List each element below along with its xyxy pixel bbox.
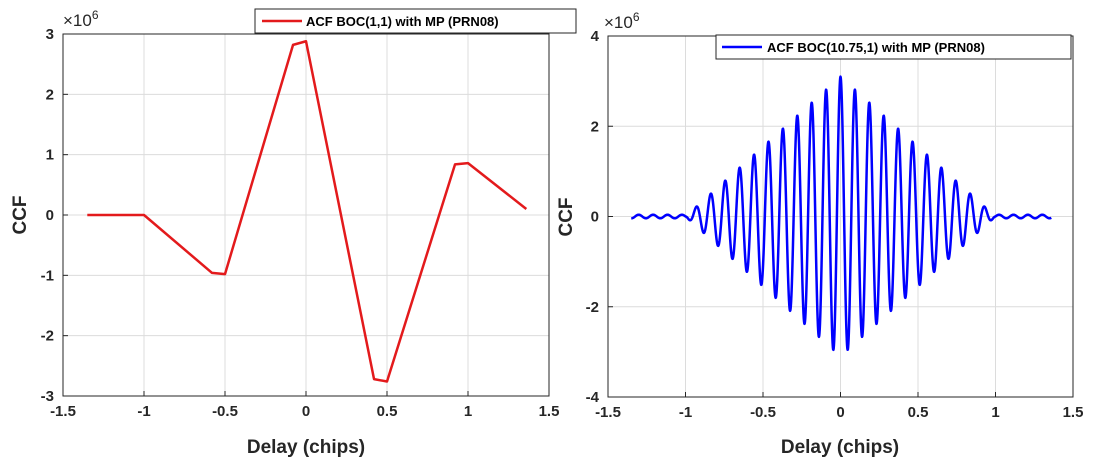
legend-label: ACF BOC(10.75,1) with MP (PRN08): [767, 40, 985, 55]
x-tick-label: 0: [836, 404, 844, 421]
series-line: [87, 39, 528, 383]
y-exponent-power: 6: [633, 10, 640, 24]
y-tick-label: -2: [41, 328, 54, 345]
x-ticks: -1.5 -1 -0.5 0 0.5 1 1.5: [595, 392, 1083, 421]
y-tick-label: -1: [41, 267, 54, 284]
x-tick-label: -0.5: [212, 403, 238, 420]
chart-left: -1.5 -1 -0.5 0 0.5 1 1.5 -3 -2 -1 0 1 2 3 Delay (chi…: [10, 8, 577, 458]
y-tick-label: 3: [46, 26, 54, 43]
x-tick-label: 1: [464, 403, 472, 420]
x-axis-label: Delay (chips): [781, 437, 899, 458]
legend: ACF BOC(10.75,1) with MP (PRN08): [715, 34, 1072, 60]
y-exponent-base: ×10: [604, 13, 633, 32]
legend-box: [254, 8, 577, 34]
x-tick-label: -1.5: [50, 403, 76, 420]
x-tick-label: -0.5: [750, 404, 776, 421]
x-tick-label: 1.5: [539, 403, 560, 420]
y-exponent: ×106: [63, 8, 99, 30]
x-tick-label: 0.5: [908, 404, 929, 421]
series-line: [630, 75, 1053, 352]
y-ticks: -3 -2 -1 0 1 2 3: [41, 26, 68, 405]
x-tick-label: 1: [991, 404, 999, 421]
x-tick-label: -1: [679, 404, 692, 421]
chart-right: -1.5 -1 -0.5 0 0.5 1 1.5 -4 -2 0 2 4 Delay (chips)…: [556, 10, 1083, 458]
y-exponent: ×106: [604, 10, 640, 32]
x-tick-label: 0.5: [377, 403, 398, 420]
y-exponent-power: 6: [92, 8, 99, 22]
legend: ACF BOC(1,1) with MP (PRN08): [254, 8, 577, 34]
y-tick-label: -2: [586, 299, 599, 316]
y-tick-label: 2: [46, 86, 54, 103]
y-tick-label: 1: [46, 147, 54, 164]
x-tick-label: -1.5: [595, 404, 621, 421]
x-axis-label: Delay (chips): [247, 437, 365, 458]
legend-box: [715, 34, 1072, 60]
y-tick-label: 0: [46, 207, 54, 224]
y-tick-label: 4: [591, 28, 600, 45]
y-axis-label: CCF: [10, 195, 31, 234]
x-tick-label: 0: [302, 403, 310, 420]
y-tick-label: 0: [591, 209, 599, 226]
x-tick-label: -1: [137, 403, 150, 420]
y-tick-label: 2: [591, 118, 599, 135]
y-exponent-base: ×10: [63, 11, 92, 30]
x-tick-label: 1.5: [1063, 404, 1084, 421]
y-tick-label: -4: [586, 389, 600, 406]
y-ticks: -4 -2 0 2 4: [586, 28, 613, 406]
x-ticks: -1.5 -1 -0.5 0 0.5 1 1.5: [50, 391, 559, 420]
y-axis-label: CCF: [556, 197, 577, 236]
legend-label: ACF BOC(1,1) with MP (PRN08): [306, 14, 499, 29]
y-tick-label: -3: [41, 388, 54, 405]
